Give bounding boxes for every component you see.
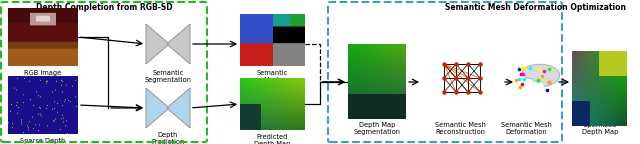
Point (511, 79, 521, 81)
Text: Semantic Mesh
Deformation: Semantic Mesh Deformation (500, 122, 552, 135)
Point (538, 74, 548, 77)
Polygon shape (168, 88, 190, 128)
Text: Depth Completion from RGB-SD: Depth Completion from RGB-SD (36, 3, 172, 12)
Point (533, 79, 543, 81)
Point (515, 86, 525, 88)
Point (519, 78, 529, 80)
Polygon shape (146, 88, 168, 128)
Text: Semantic
Segmentation: Semantic Segmentation (145, 70, 191, 83)
Text: Optimized
Depth Map: Optimized Depth Map (582, 122, 618, 135)
Text: Depth
Prediction: Depth Prediction (152, 132, 184, 144)
Polygon shape (146, 24, 168, 64)
Point (514, 68, 524, 71)
Polygon shape (168, 24, 190, 64)
Point (543, 68, 554, 70)
Text: Semantic
Mask: Semantic Mask (257, 70, 287, 83)
Text: Semantic Mesh
Reconstruction: Semantic Mesh Reconstruction (435, 122, 485, 135)
Point (525, 67, 535, 69)
Point (544, 80, 554, 83)
Point (514, 78, 524, 80)
Text: RGB Image: RGB Image (24, 70, 61, 76)
Point (544, 81, 554, 83)
Text: Depth Map
Segmentation: Depth Map Segmentation (353, 122, 401, 135)
Point (516, 73, 527, 75)
Text: Sparse Depth: Sparse Depth (20, 138, 66, 144)
Point (516, 67, 527, 69)
Point (542, 89, 552, 91)
Point (518, 73, 528, 75)
Point (534, 68, 544, 70)
Text: Semantic Mesh Deformation Optimization: Semantic Mesh Deformation Optimization (445, 3, 626, 12)
Point (519, 66, 529, 68)
Point (538, 70, 548, 72)
Point (516, 83, 527, 86)
Text: Predicted
Depth Map: Predicted Depth Map (254, 134, 290, 144)
Polygon shape (522, 64, 560, 87)
